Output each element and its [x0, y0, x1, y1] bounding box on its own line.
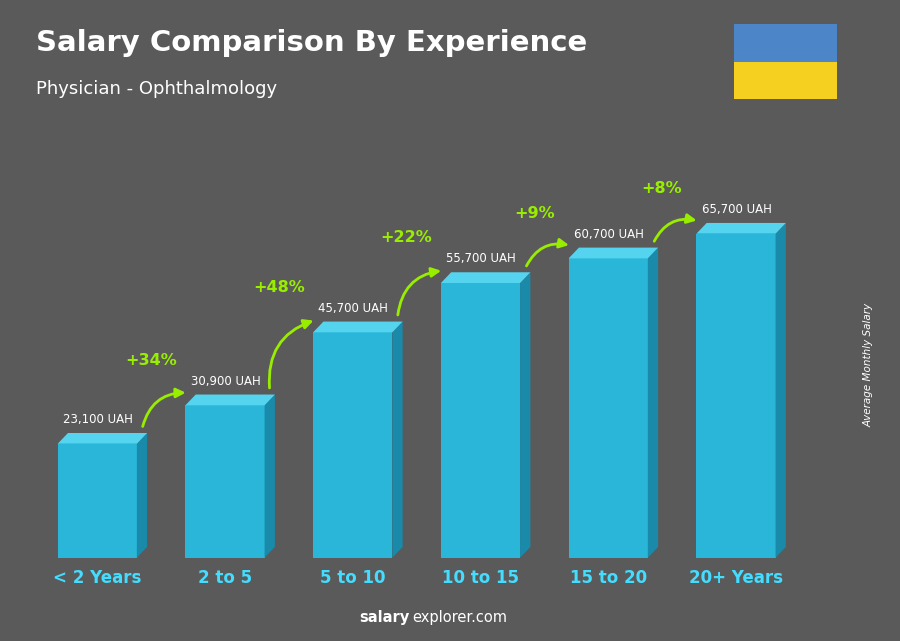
Polygon shape — [392, 322, 402, 558]
Polygon shape — [137, 433, 148, 558]
Polygon shape — [265, 395, 274, 558]
Text: salary: salary — [359, 610, 410, 625]
Text: +48%: +48% — [253, 279, 304, 295]
Polygon shape — [776, 223, 786, 558]
Text: +34%: +34% — [125, 353, 176, 368]
Bar — [569, 258, 648, 558]
Polygon shape — [185, 395, 274, 405]
Bar — [734, 24, 837, 62]
Bar — [313, 332, 392, 558]
Text: +22%: +22% — [381, 230, 432, 246]
Bar — [58, 444, 137, 558]
Text: 23,100 UAH: 23,100 UAH — [63, 413, 132, 426]
Text: 60,700 UAH: 60,700 UAH — [574, 228, 644, 240]
Text: Average Monthly Salary: Average Monthly Salary — [863, 303, 874, 428]
Bar — [697, 234, 776, 558]
Polygon shape — [697, 223, 786, 234]
Text: Salary Comparison By Experience: Salary Comparison By Experience — [36, 29, 587, 57]
Polygon shape — [648, 247, 658, 558]
Polygon shape — [441, 272, 530, 283]
Text: explorer.com: explorer.com — [412, 610, 508, 625]
Bar — [441, 283, 520, 558]
Polygon shape — [58, 433, 148, 444]
Text: +9%: +9% — [514, 206, 554, 221]
Polygon shape — [313, 322, 402, 332]
Text: +8%: +8% — [642, 181, 682, 196]
Text: 55,700 UAH: 55,700 UAH — [446, 253, 516, 265]
Text: 45,700 UAH: 45,700 UAH — [319, 302, 388, 315]
Polygon shape — [569, 247, 658, 258]
Text: 30,900 UAH: 30,900 UAH — [191, 374, 260, 388]
Text: 65,700 UAH: 65,700 UAH — [701, 203, 771, 216]
Bar — [734, 62, 837, 99]
Bar — [185, 405, 265, 558]
Polygon shape — [520, 272, 530, 558]
Text: Physician - Ophthalmology: Physician - Ophthalmology — [36, 80, 277, 98]
